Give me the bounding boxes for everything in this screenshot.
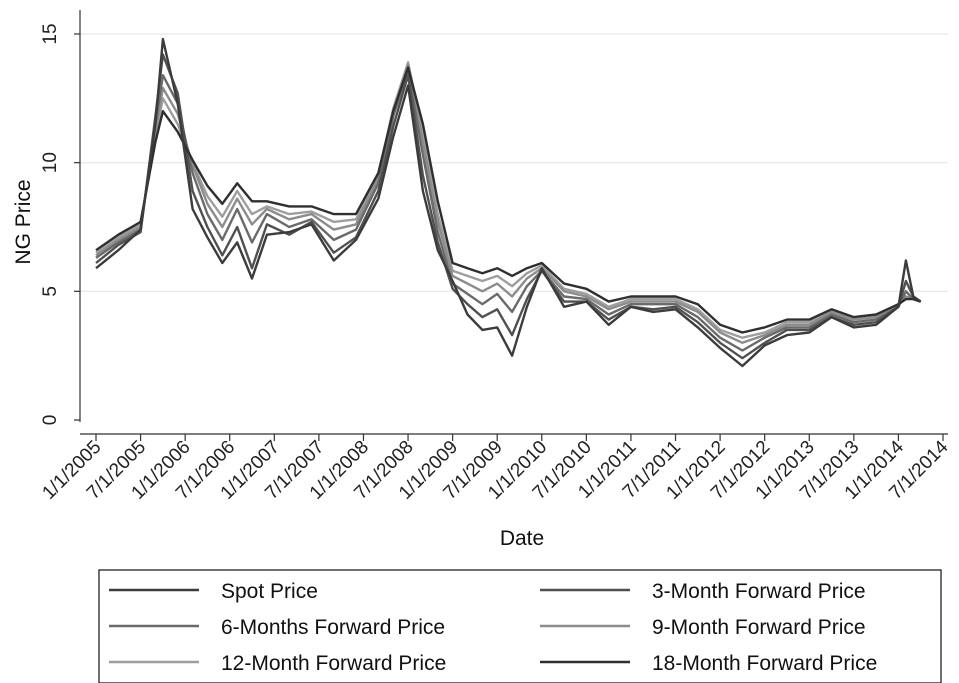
legend-label: 6-Months Forward Price: [221, 616, 445, 639]
series-line-2: [95, 68, 922, 352]
series-lines: [95, 37, 922, 368]
x-axis-title: Date: [500, 527, 544, 550]
series-line-4: [95, 61, 922, 339]
legend-label: Spot Price: [221, 580, 318, 603]
legend-label: 3-Month Forward Price: [652, 580, 866, 603]
legend-box: [98, 569, 942, 683]
y-tick-label: 15: [40, 23, 61, 44]
series-line-1: [95, 53, 922, 360]
y-tick-label: 0: [40, 415, 61, 426]
axes: [79, 10, 948, 435]
y-tick-label: 5: [40, 286, 61, 297]
series-line-0: [95, 37, 922, 368]
y-tick-label: 10: [40, 152, 61, 173]
legend-label: 9-Month Forward Price: [652, 616, 866, 639]
series-line-5: [95, 66, 922, 334]
x-ticks: 1/1/20057/1/20051/1/20067/1/20061/1/2007…: [38, 434, 953, 504]
legend-label: 12-Month Forward Price: [221, 652, 446, 675]
gridlines: [80, 33, 948, 292]
series-line-3: [95, 63, 922, 344]
y-ticks: 0 5 10 15: [40, 23, 80, 425]
legend-label: 18-Month Forward Price: [652, 652, 877, 675]
y-axis-title: NG Price: [12, 179, 35, 264]
legend: Spot Price 3-Month Forward Price 6-Months …: [98, 569, 942, 683]
